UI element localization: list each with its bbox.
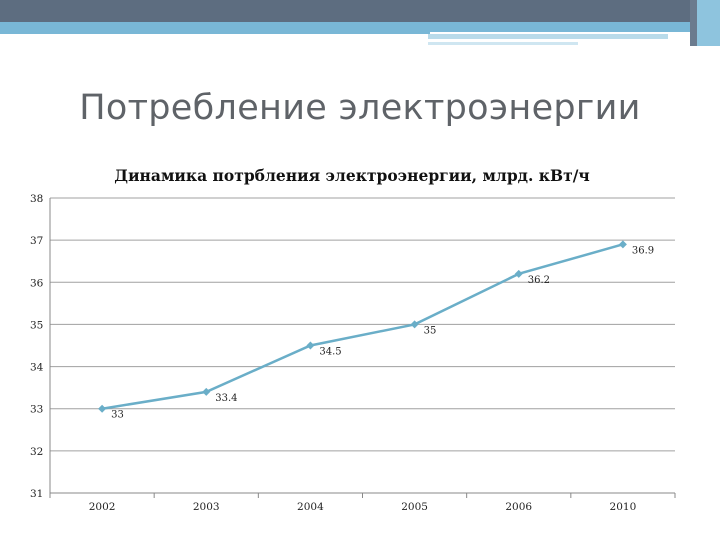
data-label: 34.5 — [319, 347, 341, 358]
data-label: 36.2 — [528, 275, 550, 286]
header-dark-band — [0, 0, 720, 22]
header-right-accent — [697, 0, 720, 46]
data-point — [202, 387, 211, 396]
data-labels: 33 33.4 34.5 35 36.2 36.9 — [111, 245, 654, 420]
data-point — [618, 240, 627, 249]
x-tick-label: 2006 — [505, 501, 532, 513]
y-tick-label: 34 — [30, 362, 44, 374]
slide-title: Потребление электроэнергии — [79, 88, 641, 128]
data-point — [306, 341, 315, 350]
data-point — [98, 404, 107, 413]
grid — [50, 197, 675, 452]
y-tick-label: 32 — [30, 446, 43, 458]
series-line — [101, 243, 624, 410]
data-label: 35 — [424, 325, 437, 336]
y-tick-label: 37 — [30, 235, 43, 247]
y-tick-label: 36 — [30, 277, 44, 289]
chart-title: Динамика потрбления электроэнергии, млрд… — [114, 166, 589, 185]
data-label: 33.4 — [215, 393, 237, 404]
x-tick-label: 2002 — [89, 501, 116, 513]
y-tick-label: 31 — [30, 488, 43, 500]
x-tick-label: 2003 — [193, 501, 220, 513]
header-thin-line — [0, 32, 430, 34]
header-light-stripe-2 — [428, 42, 578, 45]
x-axis-tick-labels: 2002 2003 2004 2005 2006 2010 — [89, 501, 637, 513]
x-tick-label: 2010 — [610, 501, 637, 513]
y-tick-label: 35 — [30, 319, 43, 331]
data-label: 33 — [111, 410, 124, 421]
x-tick-label: 2004 — [297, 501, 324, 513]
y-tick-label: 38 — [30, 193, 43, 205]
y-axis-tick-labels: 31 32 33 34 35 36 37 38 — [30, 193, 44, 500]
axes — [49, 198, 676, 498]
header-light-stripe — [428, 34, 668, 39]
data-point — [514, 269, 523, 278]
series — [98, 240, 627, 413]
data-label: 36.9 — [632, 245, 654, 256]
data-point — [410, 320, 419, 329]
x-tick-label: 2005 — [401, 501, 428, 513]
header-decoration — [0, 0, 720, 46]
header-accent-band — [0, 22, 720, 32]
y-tick-label: 33 — [30, 404, 43, 416]
